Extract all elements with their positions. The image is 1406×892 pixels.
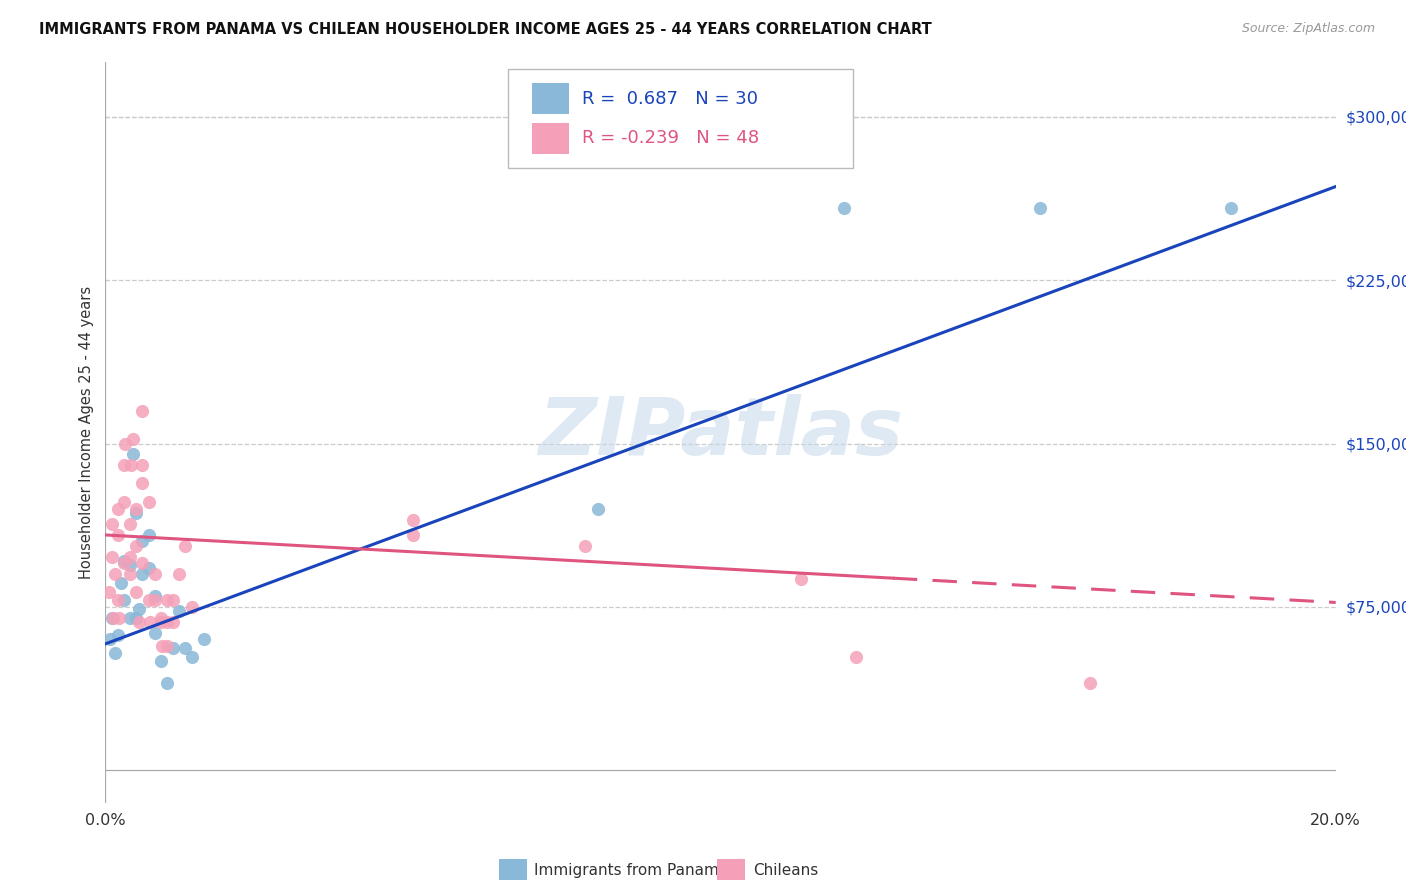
Point xyxy=(150,639,173,653)
Bar xyxy=(533,122,569,153)
Point xyxy=(120,611,141,625)
Point xyxy=(101,611,124,625)
Point xyxy=(402,528,425,542)
Point xyxy=(125,506,148,520)
Point xyxy=(112,556,135,570)
Point xyxy=(180,649,202,664)
Point xyxy=(98,632,121,647)
Point xyxy=(174,539,197,553)
Point xyxy=(112,495,135,509)
Point xyxy=(104,567,127,582)
Point xyxy=(114,436,136,450)
Point xyxy=(131,556,153,570)
Point xyxy=(100,517,122,532)
Point xyxy=(138,528,160,542)
Point xyxy=(402,513,425,527)
Point xyxy=(112,458,135,473)
Text: Immigrants from Panama: Immigrants from Panama xyxy=(534,863,728,878)
Text: ZIPatlas: ZIPatlas xyxy=(538,393,903,472)
Point xyxy=(131,458,153,473)
Point xyxy=(162,641,184,656)
Point xyxy=(169,567,191,582)
Point xyxy=(1220,202,1243,216)
Point xyxy=(586,501,609,516)
Text: Chileans: Chileans xyxy=(754,863,818,878)
Point xyxy=(180,599,202,614)
Point xyxy=(832,202,855,216)
Point xyxy=(100,549,122,564)
Point xyxy=(149,615,172,629)
Point xyxy=(128,602,150,616)
Point xyxy=(120,549,141,564)
Point xyxy=(97,584,120,599)
Text: R =  0.687   N = 30: R = 0.687 N = 30 xyxy=(582,90,758,109)
FancyBboxPatch shape xyxy=(508,69,853,169)
Point xyxy=(143,589,166,603)
Point xyxy=(125,611,148,625)
Point xyxy=(107,501,129,516)
Point xyxy=(131,475,153,490)
Point xyxy=(125,584,148,599)
Point xyxy=(143,593,166,607)
Point xyxy=(162,593,184,607)
Point xyxy=(169,604,191,618)
Point xyxy=(128,615,150,629)
Text: IMMIGRANTS FROM PANAMA VS CHILEAN HOUSEHOLDER INCOME AGES 25 - 44 YEARS CORRELAT: IMMIGRANTS FROM PANAMA VS CHILEAN HOUSEH… xyxy=(39,22,932,37)
Point xyxy=(122,432,145,446)
Point xyxy=(107,628,129,642)
Point xyxy=(149,654,172,668)
Point xyxy=(138,615,162,629)
Point xyxy=(1078,676,1101,690)
Point xyxy=(112,554,135,568)
Y-axis label: Householder Income Ages 25 - 44 years: Householder Income Ages 25 - 44 years xyxy=(79,286,94,579)
Point xyxy=(120,458,142,473)
Point xyxy=(143,626,166,640)
Text: Source: ZipAtlas.com: Source: ZipAtlas.com xyxy=(1241,22,1375,36)
Point xyxy=(193,632,215,647)
Point xyxy=(125,539,148,553)
Point xyxy=(108,611,131,625)
Point xyxy=(162,615,184,629)
Point xyxy=(131,404,153,418)
Point xyxy=(574,539,596,553)
Point xyxy=(104,646,127,660)
Point xyxy=(156,615,179,629)
Point xyxy=(138,495,160,509)
Point xyxy=(138,593,160,607)
Point xyxy=(120,517,141,532)
Text: R = -0.239   N = 48: R = -0.239 N = 48 xyxy=(582,129,759,147)
Point xyxy=(120,567,141,582)
Point xyxy=(110,575,132,590)
Point xyxy=(107,528,129,542)
Point xyxy=(156,593,179,607)
Point xyxy=(789,572,811,586)
Point xyxy=(1029,202,1052,216)
Point xyxy=(120,558,141,573)
Bar xyxy=(533,83,569,114)
Point xyxy=(156,639,179,653)
Point xyxy=(122,447,145,461)
Point xyxy=(131,534,153,549)
Point xyxy=(100,611,122,625)
Point xyxy=(112,593,135,607)
Point xyxy=(131,567,153,582)
Point xyxy=(156,676,179,690)
Point xyxy=(174,641,197,656)
Point xyxy=(143,567,166,582)
Point xyxy=(138,560,160,574)
Point xyxy=(845,649,868,664)
Point xyxy=(125,501,148,516)
Point xyxy=(149,611,172,625)
Point xyxy=(107,593,129,607)
